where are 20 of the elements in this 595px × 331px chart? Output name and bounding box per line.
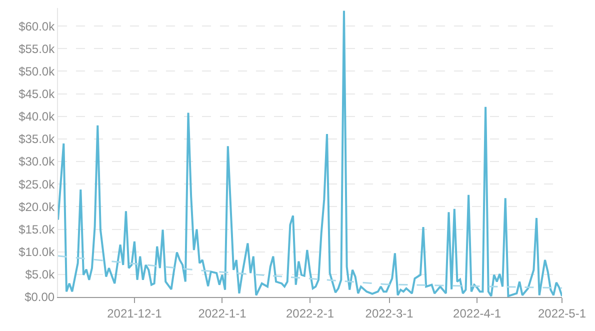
x-tick-label: 2022-5-1 bbox=[538, 306, 586, 320]
x-tick-label: 2022-2-1 bbox=[286, 306, 334, 320]
y-tick-label: $40.0k bbox=[18, 110, 56, 124]
line-series bbox=[58, 255, 562, 289]
y-tick-label: $0.00 bbox=[24, 290, 55, 304]
x-tick-label: 2022-1-1 bbox=[198, 306, 247, 320]
y-tick-label: $30.0k bbox=[18, 154, 56, 169]
x-tick-label: 2022-4-1 bbox=[453, 306, 502, 320]
y-tick-label: $35.0k bbox=[18, 132, 56, 146]
y-tick-label: $20.0k bbox=[18, 200, 56, 214]
y-tick-label: $10.0k bbox=[18, 245, 56, 260]
x-tick-label: 2021-12-1 bbox=[107, 306, 162, 320]
y-tick-label: $60.0k bbox=[18, 19, 56, 34]
x-tick-label: 2022-3-1 bbox=[365, 306, 414, 320]
y-tick-label: $45.0k bbox=[18, 87, 56, 101]
y-tick-label: $5.0k bbox=[25, 268, 56, 282]
y-tick-label: $55.0k bbox=[18, 42, 56, 56]
y-tick-label: $25.0k bbox=[18, 177, 56, 192]
y-tick-label: $50.0k bbox=[18, 64, 56, 78]
y-tick-label: $15.0k bbox=[18, 222, 56, 236]
